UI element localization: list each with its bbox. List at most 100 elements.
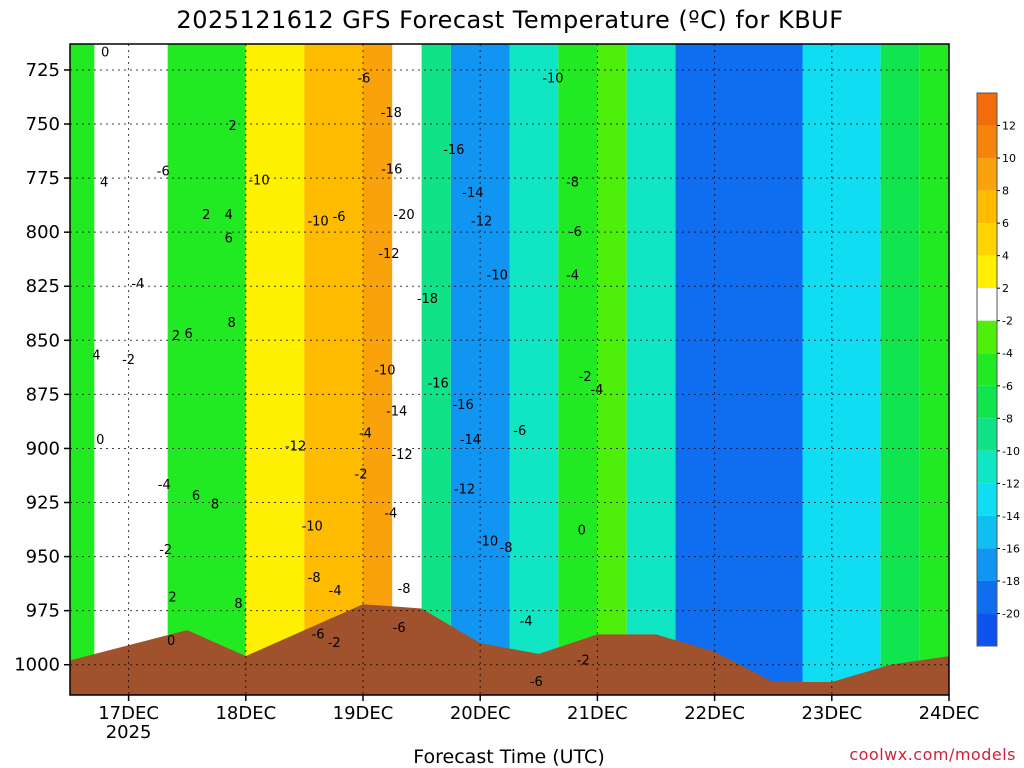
colorbar-bin-6: [977, 288, 997, 321]
colorbar-bin-16: [977, 613, 997, 646]
colorbar-label-5: 2: [1002, 282, 1009, 295]
y-tick-label-800: 800: [26, 222, 60, 243]
x-tick-label-24DEC: 24DEC: [919, 703, 980, 724]
contour-label-14: 6: [225, 232, 233, 247]
y-tick-label-750: 750: [26, 114, 60, 135]
contour-label-15: 4: [225, 208, 233, 223]
contour-label-10: 6: [185, 327, 193, 342]
contour-label-35: -16: [381, 162, 402, 177]
contour-label-12: 8: [211, 498, 219, 513]
contour-label-32: -2: [355, 467, 368, 482]
contour-label-30: -2: [328, 636, 341, 651]
contour-label-29: -4: [329, 584, 342, 599]
contour-label-54: -6: [513, 424, 526, 439]
grid-lines: [70, 44, 950, 695]
colorbar-bin-4: [977, 223, 997, 256]
contour-label-42: -10: [487, 268, 508, 283]
contour-label-52: -6: [393, 621, 406, 636]
y-tick-label-1000: 1000: [14, 655, 60, 676]
temperature-band-6: [392, 44, 422, 695]
colorbar-label-8: -6: [1002, 380, 1013, 393]
colorbar-label-14: -18: [1002, 575, 1020, 588]
y-tick-label-850: 850: [26, 330, 60, 351]
colorbar-label-2: 8: [1002, 185, 1009, 198]
temperature-band-11: [597, 44, 627, 695]
contour-label-0: 0: [101, 46, 109, 61]
contour-label-6: -6: [157, 165, 170, 180]
contour-label-50: -10: [477, 534, 498, 549]
contour-label-21: -10: [248, 173, 269, 188]
y-tick-label-825: 825: [26, 276, 60, 297]
contour-label-24: -8: [308, 571, 321, 586]
colorbar-bin-3: [977, 190, 997, 224]
colorbar-bin-12: [977, 483, 997, 516]
contour-label-41: -12: [471, 214, 492, 229]
colorbar-bin-11: [977, 450, 997, 484]
y-tick-label-775: 775: [26, 168, 60, 189]
colorbar-label-11: -12: [1002, 477, 1020, 490]
contour-label-4: -2: [122, 353, 135, 368]
colorbar-label-10: -10: [1002, 445, 1020, 458]
temperature-band-4: [304, 44, 363, 695]
y-tick-label-875: 875: [26, 384, 60, 405]
contour-label-13: 8: [227, 316, 235, 331]
contour-label-16: 2: [228, 119, 236, 134]
contour-label-53: -8: [500, 541, 513, 556]
colorbar-bin-7: [977, 320, 997, 354]
colorbar-label-12: -14: [1002, 510, 1020, 523]
contour-label-56: -6: [530, 675, 543, 690]
y-tick-label-950: 950: [26, 547, 60, 568]
contour-label-49: -12: [454, 483, 475, 498]
contour-label-7: -4: [158, 478, 171, 493]
contour-label-26: -10: [307, 214, 328, 229]
y-tick-label-725: 725: [26, 60, 60, 81]
contour-label-48: -14: [460, 433, 481, 448]
contour-label-28: -6: [357, 72, 370, 87]
contour-label-45: -12: [391, 448, 412, 463]
contour-label-43: -10: [374, 364, 395, 379]
temperature-band-15: [880, 44, 920, 695]
contour-label-20: -2: [159, 543, 172, 558]
contour-label-58: -8: [566, 175, 579, 190]
contour-label-19: 0: [167, 634, 175, 649]
temperature-band-12: [626, 44, 676, 695]
contour-label-47: -16: [452, 398, 473, 413]
colorbar-bin-14: [977, 548, 997, 581]
contour-label-33: -4: [384, 506, 397, 521]
x-tick-label-20DEC: 20DEC: [450, 703, 511, 724]
contour-label-17: 8: [234, 597, 242, 612]
colorbar-label-13: -16: [1002, 542, 1020, 555]
x-axis-label: Forecast Time (UTC): [413, 746, 604, 768]
temperature-band-10: [558, 44, 598, 695]
y-tick-label-900: 900: [26, 438, 60, 459]
contour-label-64: -2: [577, 653, 590, 668]
colorbar-label-7: -4: [1002, 347, 1013, 360]
colorbar: 12 10 8 6 4 2 -2 -4 -6 -8 -10 -12 -14 -16 -18 -20: [976, 92, 1020, 647]
temperature-band-16: [919, 44, 949, 695]
colorbar-bin-15: [977, 580, 997, 614]
contour-label-59: -6: [569, 225, 582, 240]
temperature-band-5: [363, 44, 393, 695]
surface-terrain-area: [70, 604, 949, 695]
contour-label-36: -20: [393, 208, 414, 223]
temperature-band-0: [70, 44, 95, 695]
colorbar-bin-2: [977, 158, 997, 191]
contour-label-31: -4: [359, 426, 372, 441]
contour-label-2: 4: [92, 348, 100, 363]
contour-label-37: -12: [378, 247, 399, 262]
colorbar-label-9: -8: [1002, 412, 1013, 425]
colorbar-frame: [976, 92, 998, 647]
x-tick-label-18DEC: 18DEC: [215, 703, 276, 724]
colorbar-bin-13: [977, 515, 997, 549]
temperature-band-13: [675, 44, 803, 695]
colorbar-bin-8: [977, 353, 997, 386]
contour-label-46: -16: [428, 377, 449, 392]
colorbar-bin-0: [977, 93, 997, 126]
contour-label-63: 0: [578, 524, 586, 539]
x-tick-label-17DEC: 17DEC: [98, 703, 159, 724]
contour-label-9: 2: [172, 329, 180, 344]
credit-link[interactable]: coolwx.com/models: [849, 745, 1016, 764]
